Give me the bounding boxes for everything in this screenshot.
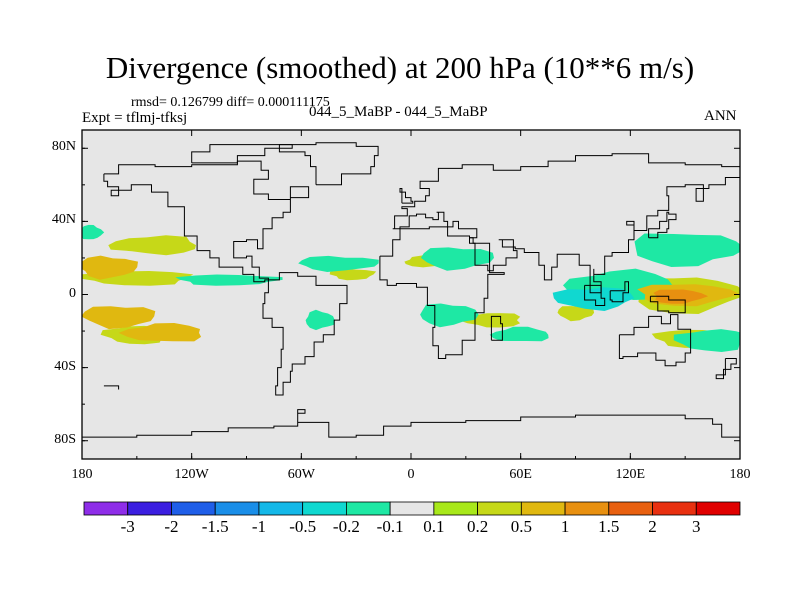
x-tick-label: 0 (407, 467, 415, 482)
x-tick-label: 60E (509, 467, 532, 482)
y-tick-label: 40S (54, 358, 76, 374)
coast-arctic-islands (191, 144, 293, 164)
colorbar-label: -1.5 (201, 517, 229, 536)
coast-madagascar (490, 315, 503, 341)
coast-greenland (278, 142, 379, 186)
colorbar-swatch (127, 501, 172, 516)
coast-new-zealand (715, 358, 737, 380)
colorbar-label: -1 (251, 517, 267, 536)
y-tick-label: 0 (69, 285, 76, 301)
colorbar-swatch (695, 501, 741, 516)
colorbar-label: 3 (692, 517, 701, 536)
coast-sumatra (584, 284, 606, 306)
field-negative (634, 233, 740, 267)
colorbar-label: 2 (648, 517, 657, 536)
coast-australia (618, 314, 692, 367)
field-negative (298, 255, 379, 272)
colorbar-label: 0.5 (510, 517, 532, 536)
x-tick-label: 120E (615, 467, 646, 482)
coast-south-america (262, 272, 348, 396)
field-negative (552, 287, 635, 311)
colorbar-swatch (608, 501, 653, 516)
colorbar-label: 1 (560, 517, 570, 536)
coast-africa (379, 226, 505, 359)
colorbar-swatch (258, 501, 304, 516)
colorbar-swatch (652, 501, 697, 516)
field-positive (82, 255, 138, 280)
colorbar-swatch (564, 501, 610, 516)
cases-label: 044_5_MaBP - 044_5_MaBP (309, 104, 488, 120)
field-positive (118, 323, 202, 342)
colorbar-swatch (171, 501, 216, 516)
field-negative (305, 309, 335, 331)
x-tick-label: 120W (174, 467, 209, 482)
field-positive (329, 269, 377, 281)
field-positive (653, 289, 709, 304)
coast-borneo (609, 281, 629, 303)
coast-eurasia (392, 153, 741, 294)
field-positive (108, 235, 196, 256)
y-tick-label: 40N (51, 212, 76, 228)
coast-north-america (103, 160, 310, 283)
colorbar-swatch (520, 501, 566, 516)
colorbar-swatch (214, 501, 260, 516)
coast-new-guinea (649, 295, 686, 314)
coast-antarctica (82, 409, 740, 438)
y-tick-label: 80S (54, 431, 76, 447)
coast-island (103, 385, 120, 390)
colorbar-swatch (389, 501, 435, 516)
colorbar-label: 0.1 (423, 517, 445, 536)
colorbar-label: 1.5 (598, 517, 620, 536)
season-label: ANN (704, 108, 737, 124)
colorbar-swatch (83, 501, 129, 516)
field-positive (557, 306, 595, 322)
field-negative (82, 224, 105, 240)
y-tick-label: 80N (51, 139, 76, 155)
colorbar-label: -2 (164, 517, 179, 536)
experiment-label: Expt = tflmj-tfksj (82, 110, 188, 126)
colorbar-label: -0.5 (289, 517, 317, 536)
plot-title: Divergence (smoothed) at 200 hPa (10**6 … (105, 50, 695, 85)
stats-label: rmsd= 0.126799 diff= 0.000111175 (131, 95, 330, 110)
colorbar-label: -3 (120, 517, 135, 536)
field-positive (82, 306, 156, 330)
colorbar-swatch (433, 501, 479, 516)
colorbar-swatch (477, 501, 522, 516)
x-tick-label: 60W (287, 467, 315, 482)
x-tick-label: 180 (729, 467, 751, 482)
field-negative (489, 326, 549, 342)
colorbar-swatch (302, 501, 347, 516)
colorbar-swatch (345, 501, 391, 516)
colorbar-label: -0.2 (332, 517, 360, 536)
coastlines (82, 142, 741, 438)
x-tick-label: 180 (71, 467, 93, 482)
coast-japan (648, 211, 677, 239)
colorbar-label: -0.1 (376, 517, 404, 536)
colorbar-label: 0.2 (466, 517, 489, 536)
field-negative (175, 274, 283, 286)
coast-uk (399, 188, 414, 204)
